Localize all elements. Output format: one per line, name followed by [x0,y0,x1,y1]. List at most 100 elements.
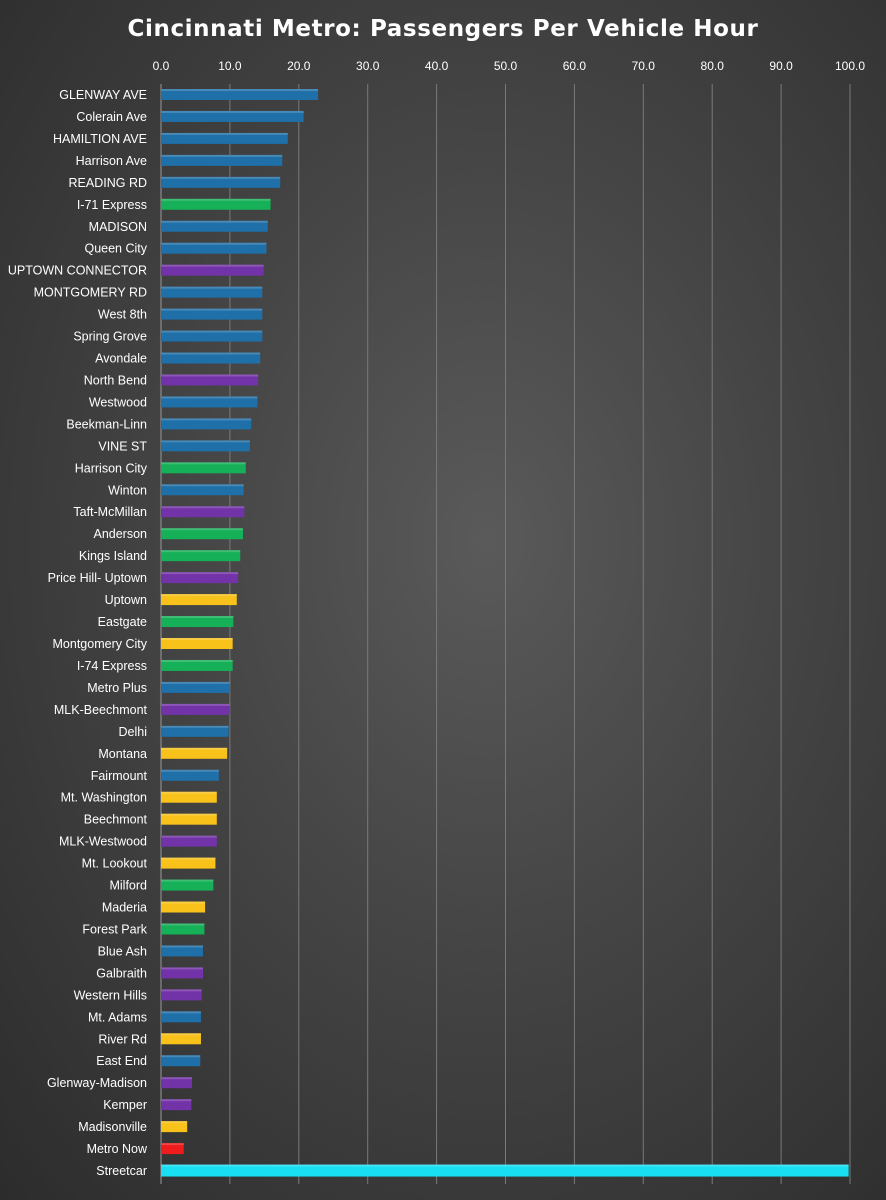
bar-highlight [161,703,230,706]
bar [161,923,205,935]
category-labels: GLENWAY AVE Colerain Ave HAMILTION AVE Harr… [8,88,148,1178]
category-label: Streetcar [96,1164,147,1178]
x-tick-label: 10.0 [218,59,242,73]
bar [161,528,243,540]
bar [161,198,271,210]
bar-highlight [161,308,263,311]
category-label: Metro Now [87,1142,148,1156]
category-label: Kemper [103,1098,147,1112]
bar [161,835,217,847]
bar-highlight [161,835,217,838]
bar-highlight [161,747,228,750]
x-tick-label: 30.0 [356,59,380,73]
category-label: Beechmont [84,813,148,827]
category-label: Anderson [93,527,147,541]
category-label: MLK-Beechmont [54,703,148,717]
bar-highlight [161,286,263,289]
category-label: West 8th [98,308,147,322]
category-label: Metro Plus [87,681,147,695]
bar-highlight [161,945,204,948]
bar-highlight [161,396,258,399]
bar [161,286,263,298]
category-label: Harrison Ave [76,154,147,168]
category-label: Mt. Adams [88,1010,147,1024]
category-label: Harrison City [75,461,148,475]
category-label: Glenway-Madison [47,1076,147,1090]
category-label: Maderia [102,901,147,915]
category-label: GLENWAY AVE [59,88,147,102]
category-label: Milford [109,879,147,893]
bar-highlight [161,879,214,882]
bar-highlight [161,659,233,662]
category-label: Eastgate [98,615,147,629]
category-label: Taft-McMillan [73,505,147,519]
category-label: MADISON [89,220,147,234]
bar-highlight [161,220,268,223]
bar [161,681,230,693]
x-tick-label: 50.0 [494,59,518,73]
category-label: UPTOWN CONNECTOR [8,264,147,278]
category-label: River Rd [98,1032,147,1046]
bar [161,857,216,869]
bar-highlight [161,1143,184,1146]
category-label: I-74 Express [77,659,147,673]
category-label: Mt. Washington [61,791,147,805]
category-label: Price Hill- Uptown [48,571,147,585]
category-label: Queen City [84,242,147,256]
bar-highlight [161,176,281,179]
bar-highlight [161,198,271,201]
category-label: Montgomery City [53,637,148,651]
bar-highlight [161,923,205,926]
bar-highlight [161,638,233,640]
bar [161,220,268,232]
bar-highlight [161,242,267,245]
category-label: READING RD [69,176,147,190]
bar [161,747,228,759]
bar [161,616,234,628]
bar [161,1011,201,1023]
bar [161,1055,201,1067]
bar [161,1033,201,1045]
category-label: North Bend [84,373,147,387]
bar [161,132,288,144]
x-tick-label: 20.0 [287,59,311,73]
bar-highlight [161,989,202,992]
category-label: MONTGOMERY RD [34,286,147,300]
bar [161,374,259,386]
x-tick-label: 70.0 [632,59,656,73]
bar-highlight [161,352,261,355]
bar [161,89,319,100]
bar-highlight [161,857,216,860]
bar [161,769,219,781]
bar-highlight [161,725,229,728]
bar-highlight [161,462,246,465]
bar [161,440,250,452]
bar-highlight [161,528,243,531]
bar [161,989,202,1001]
bar [161,154,283,166]
bar-highlight [161,1099,192,1102]
category-label: Uptown [105,593,147,607]
bar-highlight [161,132,288,135]
bar [161,1143,184,1155]
category-label: MLK-Westwood [59,835,147,849]
bar [161,967,204,979]
bar [161,418,252,430]
bar [161,264,264,276]
bar-highlight [161,1077,193,1080]
category-label: VINE ST [98,439,147,453]
bar [161,659,233,671]
category-label: Blue Ash [98,944,147,958]
bar-highlight [161,616,234,619]
bar [161,813,217,825]
x-tick-label: 90.0 [769,59,793,73]
bar-highlight [161,506,245,509]
bar [161,484,244,496]
category-label: Winton [108,483,147,497]
category-label: Delhi [119,725,148,739]
bar [161,462,246,474]
category-label: Avondale [95,352,147,366]
bar [161,506,245,518]
bar [161,1077,193,1089]
bar [161,725,229,737]
